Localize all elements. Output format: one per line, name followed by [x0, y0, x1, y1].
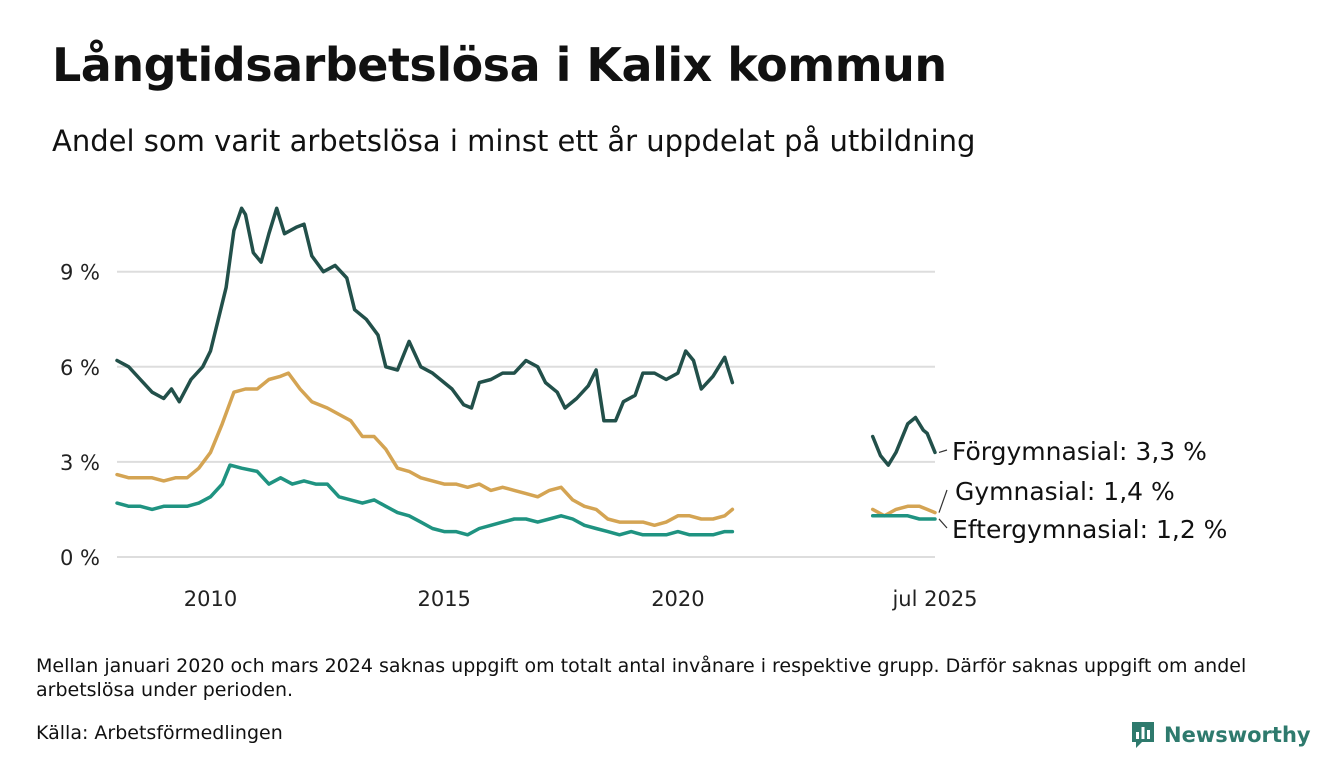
- series-line-eftergymnasial: [115, 463, 735, 537]
- y-tick-label: 6 %: [60, 356, 100, 380]
- bar-chart-speech-bubble-icon: [1132, 722, 1154, 748]
- label-leader-line: [938, 449, 948, 453]
- series-end-label: Eftergymnasial: 1,2 %: [952, 515, 1227, 544]
- label-leader-line: [938, 518, 948, 529]
- y-axis-tick-labels: 0 % 3 % 6 % 9 %: [60, 261, 100, 570]
- y-tick-label: 3 %: [60, 451, 100, 475]
- x-tick-label: 2020: [651, 587, 704, 611]
- source-credit: Källa: Arbetsförmedlingen: [36, 722, 283, 744]
- series-line-eftergymnasial: [870, 514, 937, 521]
- x-tick-label: 2015: [417, 587, 470, 611]
- page-subtitle: Andel som varit arbetslösa i minst ett å…: [52, 124, 976, 158]
- label-leader-line: [938, 489, 948, 513]
- x-tick-label: jul 2025: [891, 587, 977, 611]
- series-line-gymnasial: [115, 371, 735, 528]
- series-end-label: Förgymnasial: 3,3 %: [952, 437, 1207, 466]
- series-line-förgymnasial: [870, 415, 937, 467]
- x-axis-tick-labels: 2010 2015 2020 jul 2025: [184, 587, 978, 611]
- brand-logo: Newsworthy: [1130, 718, 1311, 752]
- series-end-labels: Förgymnasial: 3,3 % Gymnasial: 1,4 % Efter…: [938, 437, 1227, 544]
- y-tick-label: 9 %: [60, 261, 100, 285]
- line-chart: 0 % 3 % 6 % 9 % 2010 2015 2020 jul 2025 Förgym…: [60, 206, 1227, 611]
- brand-name: Newsworthy: [1164, 723, 1311, 747]
- gridlines: [117, 270, 935, 558]
- page-title: Långtidsarbetslösa i Kalix kommun: [52, 38, 947, 92]
- y-tick-label: 0 %: [60, 546, 100, 570]
- x-tick-label: 2010: [184, 587, 237, 611]
- series-end-label: Gymnasial: 1,4 %: [955, 477, 1175, 506]
- series-lines: [115, 206, 937, 537]
- series-line-förgymnasial: [115, 206, 735, 423]
- footnote: Mellan januari 2020 och mars 2024 saknas…: [36, 655, 1247, 701]
